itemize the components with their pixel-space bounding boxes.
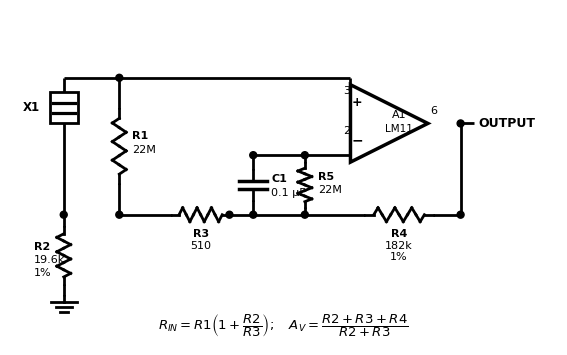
- Text: R2: R2: [34, 242, 50, 252]
- Text: 22M: 22M: [132, 145, 156, 155]
- Circle shape: [116, 74, 123, 81]
- Text: 3: 3: [343, 86, 350, 96]
- Text: A1: A1: [392, 110, 407, 120]
- Text: 510: 510: [190, 240, 211, 251]
- Circle shape: [457, 211, 464, 218]
- Text: R4: R4: [391, 229, 407, 239]
- Circle shape: [250, 152, 257, 159]
- Text: 19.6k: 19.6k: [34, 255, 65, 265]
- Text: 2: 2: [343, 126, 350, 136]
- Circle shape: [301, 152, 308, 159]
- Text: 182k: 182k: [385, 240, 413, 251]
- Text: X1: X1: [23, 101, 40, 114]
- Text: LM11: LM11: [385, 124, 413, 135]
- Text: $R_{IN} = R1\left(1 + \dfrac{R2}{R3}\right);\quad A_V = \dfrac{R2 + R3 + R4}{R2 : $R_{IN} = R1\left(1 + \dfrac{R2}{R3}\rig…: [158, 312, 408, 339]
- Circle shape: [60, 211, 67, 218]
- Text: R1: R1: [132, 131, 149, 141]
- Text: 1%: 1%: [390, 252, 408, 262]
- Text: 22M: 22M: [318, 185, 341, 195]
- Text: R5: R5: [318, 172, 334, 182]
- Text: C1: C1: [271, 174, 287, 184]
- Circle shape: [301, 211, 308, 218]
- Bar: [50, 92, 78, 124]
- Circle shape: [457, 120, 464, 127]
- Text: R3: R3: [193, 229, 209, 239]
- Text: OUTPUT: OUTPUT: [479, 117, 535, 130]
- Circle shape: [226, 211, 233, 218]
- Text: 1%: 1%: [34, 268, 52, 278]
- Text: 6: 6: [430, 105, 437, 115]
- Text: 0.1 μF: 0.1 μF: [271, 188, 306, 198]
- Text: +: +: [352, 95, 363, 109]
- Text: −: −: [352, 134, 363, 148]
- Circle shape: [116, 211, 123, 218]
- Circle shape: [250, 211, 257, 218]
